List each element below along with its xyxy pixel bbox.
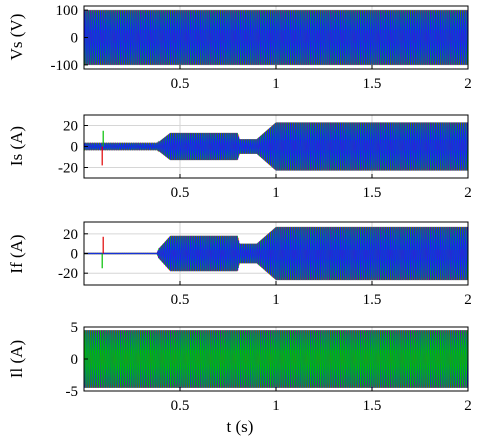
x-tick-label: 0.5 <box>171 292 190 308</box>
waveform-vs <box>83 10 469 65</box>
x-tick-label: 1 <box>272 185 280 201</box>
y-ticks-il: 5 0 -5 <box>66 320 88 400</box>
y-tick-label: 0 <box>71 247 79 263</box>
y-ticks-is: 20 0 -20 <box>58 119 88 177</box>
waveform-il <box>83 330 469 388</box>
x-tick-label: 1.5 <box>363 185 382 201</box>
x-tick-label: 1.5 <box>363 398 382 414</box>
y-tick-label: 0 <box>71 31 79 47</box>
y-tick-label: -20 <box>58 266 78 282</box>
y-tick-label: 0 <box>71 140 79 156</box>
x-tick-label: 2 <box>464 292 472 308</box>
y-axis-label-vs: Vs (V) <box>7 14 26 61</box>
x-ticks-il: 0.5 1 1.5 2 <box>171 387 472 414</box>
x-tick-label: 0.5 <box>171 398 190 414</box>
x-tick-label: 0.5 <box>171 76 190 92</box>
y-ticks-vs: 100 0 -100 <box>51 3 88 74</box>
x-tick-label: 1 <box>272 398 280 414</box>
panel-is: 20 0 -20 0.5 1 1.5 2 Is (A) <box>7 114 472 201</box>
y-tick-label: -100 <box>51 58 79 74</box>
y-tick-label: 20 <box>63 119 78 135</box>
x-tick-label: 1 <box>272 76 280 92</box>
y-tick-label: 0 <box>71 352 79 368</box>
y-axis-label-il: Il (A) <box>7 340 26 378</box>
x-axis-label: t (s) <box>227 417 254 436</box>
waveform-is <box>83 122 469 171</box>
y-tick-label: -5 <box>66 384 79 400</box>
x-tick-label: 2 <box>464 185 472 201</box>
panel-if: 20 0 -20 0.5 1 1.5 2 If (A) <box>7 221 472 308</box>
y-tick-label: 20 <box>63 227 78 243</box>
x-tick-label: 1.5 <box>363 76 382 92</box>
x-tick-label: 1 <box>272 292 280 308</box>
y-axis-label-is: Is (A) <box>7 126 26 166</box>
waveform-if <box>83 226 469 281</box>
y-tick-label: -20 <box>58 161 78 177</box>
series-line-3 <box>83 226 469 281</box>
y-tick-label: 5 <box>71 320 79 336</box>
x-ticks-is: 0.5 1 1.5 2 <box>171 174 472 201</box>
x-ticks-if: 0.5 1 1.5 2 <box>171 281 472 308</box>
series-line-3 <box>83 10 469 65</box>
x-ticks-vs: 0.5 1 1.5 2 <box>171 65 472 92</box>
panel-vs: 100 0 -100 0.5 1 1.5 2 Vs (V) <box>7 3 472 92</box>
series-line-3 <box>83 330 469 388</box>
x-tick-label: 2 <box>464 398 472 414</box>
y-ticks-if: 20 0 -20 <box>58 227 88 282</box>
x-tick-label: 0.5 <box>171 185 190 201</box>
x-tick-label: 1.5 <box>363 292 382 308</box>
y-axis-label-if: If (A) <box>7 234 26 273</box>
panel-il: 5 0 -5 0.5 1 1.5 2 Il (A) t (s) <box>7 320 472 436</box>
x-tick-label: 2 <box>464 76 472 92</box>
y-tick-label: 100 <box>56 3 79 19</box>
series-line-3 <box>83 122 469 171</box>
